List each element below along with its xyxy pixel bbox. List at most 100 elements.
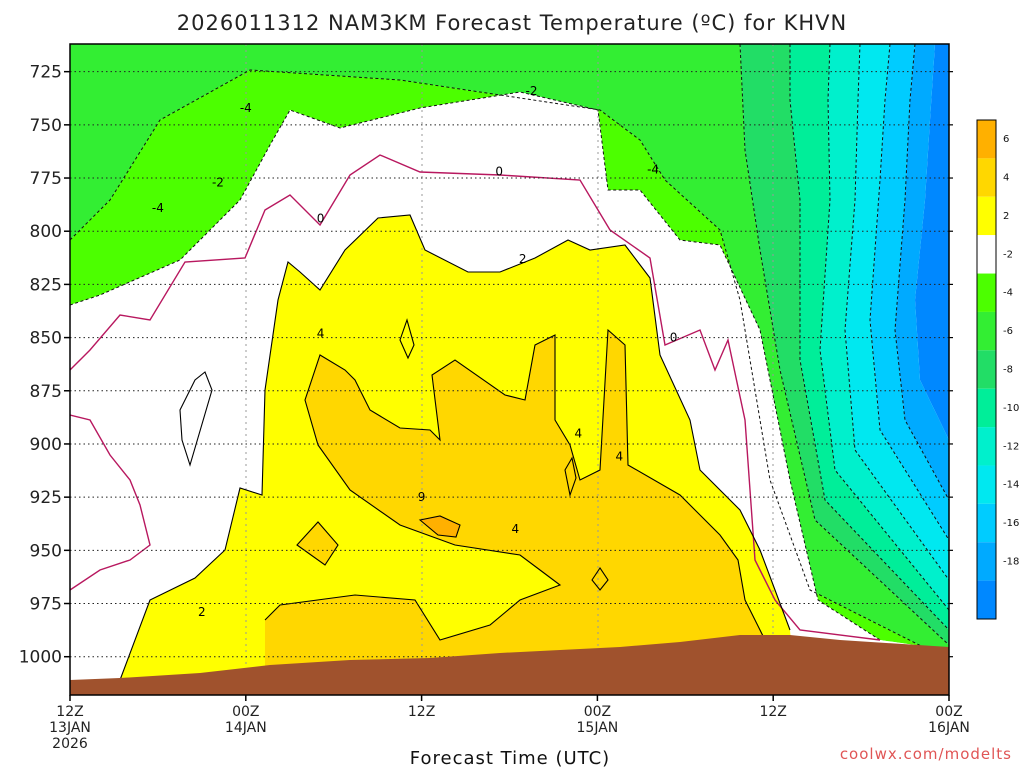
colorbar-bin-11 [977, 542, 996, 581]
ytick-label-825: 825 [30, 275, 62, 295]
colorbar-label-11: -18 [1003, 556, 1019, 567]
plot-area: -4 -2 -2 -4 -4 0 0 2 0 4 4 4 9 4 2 [70, 44, 949, 695]
colorbar-label-9: -14 [1003, 480, 1019, 491]
xtick-label-5-1: 16JAN [928, 720, 970, 736]
contour-label-11: 4 [616, 450, 624, 464]
ytick-label-900: 900 [30, 435, 62, 455]
isotherm-4-island-b [399, 318, 415, 360]
contour-label-13: 4 [512, 522, 520, 536]
colorbar-bin-7 [977, 388, 996, 428]
xtick-label-4-0: 12Z [759, 704, 786, 720]
isotherm-minus-6 [739, 44, 949, 646]
colorbar-bin-10 [977, 503, 996, 543]
band-cold-14 [870, 44, 949, 540]
isotherm-6 [418, 515, 461, 538]
contour-label-8: 0 [670, 331, 678, 345]
xtick-label-5-0: 00Z [935, 704, 962, 720]
contour-label-12: 9 [418, 490, 426, 504]
xtick-label-2-0: 12Z [408, 704, 435, 720]
ytick-label-725: 725 [30, 63, 62, 83]
isotherm-minus-2 [70, 91, 881, 641]
colorbar-label-1: 4 [1003, 173, 1009, 184]
isotherm-zero-lower [70, 414, 151, 591]
contour-label-2: -2 [212, 175, 224, 189]
contour-label-14: 2 [198, 605, 206, 619]
contour-label-5: 0 [495, 165, 503, 179]
colorbar-bin-0 [977, 120, 996, 159]
isotherm-2-island [179, 371, 213, 467]
plot-frame [69, 43, 950, 696]
ytick-label-875: 875 [30, 382, 62, 402]
colorbar-label-0: 6 [1003, 134, 1009, 145]
colorbar-bin-4 [977, 273, 996, 312]
xtick-label-1-1: 14JAN [225, 720, 267, 736]
xtick-label-3-0: 00Z [584, 704, 611, 720]
isotherm-4-island-a [296, 521, 339, 566]
ytick-label-750: 750 [30, 116, 62, 136]
colorbar-bin-3 [977, 235, 996, 274]
contour-label-10: 4 [575, 426, 583, 440]
contour-label-3: -4 [152, 201, 164, 215]
ytick-label-850: 850 [30, 329, 62, 349]
contour-label-0: -4 [240, 101, 252, 115]
band-cold-6 [740, 44, 949, 645]
isotherm-4-island-c [591, 567, 609, 591]
ytick-label-975: 975 [30, 595, 62, 615]
isotherm-4-island-d [564, 456, 577, 498]
band-warm-4 [265, 330, 770, 695]
isotherm-lines [70, 44, 949, 681]
band-cold-8 [790, 44, 949, 630]
isotherm-minus-8 [789, 44, 949, 631]
colorbar-bin-9 [977, 465, 996, 504]
band-cold-10 [820, 44, 949, 610]
contour-label-7: 2 [519, 252, 527, 266]
colorbar-legend: 6 4 2 -2 -4 -6 -8 -10 -12 -14 -16 -18 [976, 119, 1019, 620]
xtick-label-0-2: 2026 [52, 736, 88, 752]
band-cold-16 [895, 44, 949, 500]
band-cold-4 [70, 44, 949, 660]
contour-label-4: -4 [647, 163, 659, 177]
chart-title: 2026011312 NAM3KM Forecast Temperature (… [177, 11, 847, 35]
colorbar-label-8: -12 [1003, 441, 1019, 452]
colorbar-bin-5 [977, 311, 996, 351]
colorbar-bin-2 [977, 196, 996, 236]
band-cold-2 [70, 70, 949, 660]
contour-label-6: 0 [317, 211, 325, 225]
colorbar-label-6: -8 [1003, 365, 1013, 376]
colorbar-bin-6 [977, 350, 996, 389]
colorbar-bin-8 [977, 427, 996, 466]
contour-label-9: 4 [317, 326, 325, 340]
isotherm-minus-12 [844, 44, 949, 581]
x-axis-label: Forecast Time (UTC) [410, 748, 610, 768]
colorbar-bin-12 [977, 580, 996, 619]
ytick-label-775: 775 [30, 169, 62, 189]
contour-label-1: -2 [525, 84, 537, 98]
isotherm-2 [119, 214, 791, 681]
band-warm-6 [420, 516, 460, 537]
colorbar-frame [976, 119, 997, 620]
contour-labels: -4 -2 -2 -4 -4 0 0 2 0 4 4 4 9 4 2 [152, 84, 677, 619]
ytick-label-950: 950 [30, 541, 62, 561]
isotherm-minus-10 [819, 44, 949, 611]
band-warm-6b [297, 522, 338, 565]
isotherm-zero [70, 154, 881, 641]
xtick-label-3-1: 15JAN [577, 720, 619, 736]
xtick-label-0-1: 13JAN [49, 720, 91, 736]
credit-link[interactable]: coolwx.com/modelts [840, 745, 1012, 763]
ytick-label-800: 800 [30, 222, 62, 242]
xtick-label-1-0: 00Z [232, 704, 259, 720]
isotherm-minus-4 [70, 69, 949, 661]
isotherm-minus-16 [894, 44, 949, 501]
isotherm-4 [264, 328, 766, 641]
isotherm-minus-14 [869, 44, 949, 541]
colorbar-label-7: -10 [1003, 403, 1019, 414]
ytick-label-1000: 1000 [19, 648, 62, 668]
colorbar-bin-1 [977, 158, 996, 197]
ytick-label-925: 925 [30, 488, 62, 508]
colorbar-label-3: -2 [1003, 249, 1013, 260]
colorbar-label-2: 2 [1003, 211, 1009, 222]
colorbar-label-10: -16 [1003, 518, 1019, 529]
